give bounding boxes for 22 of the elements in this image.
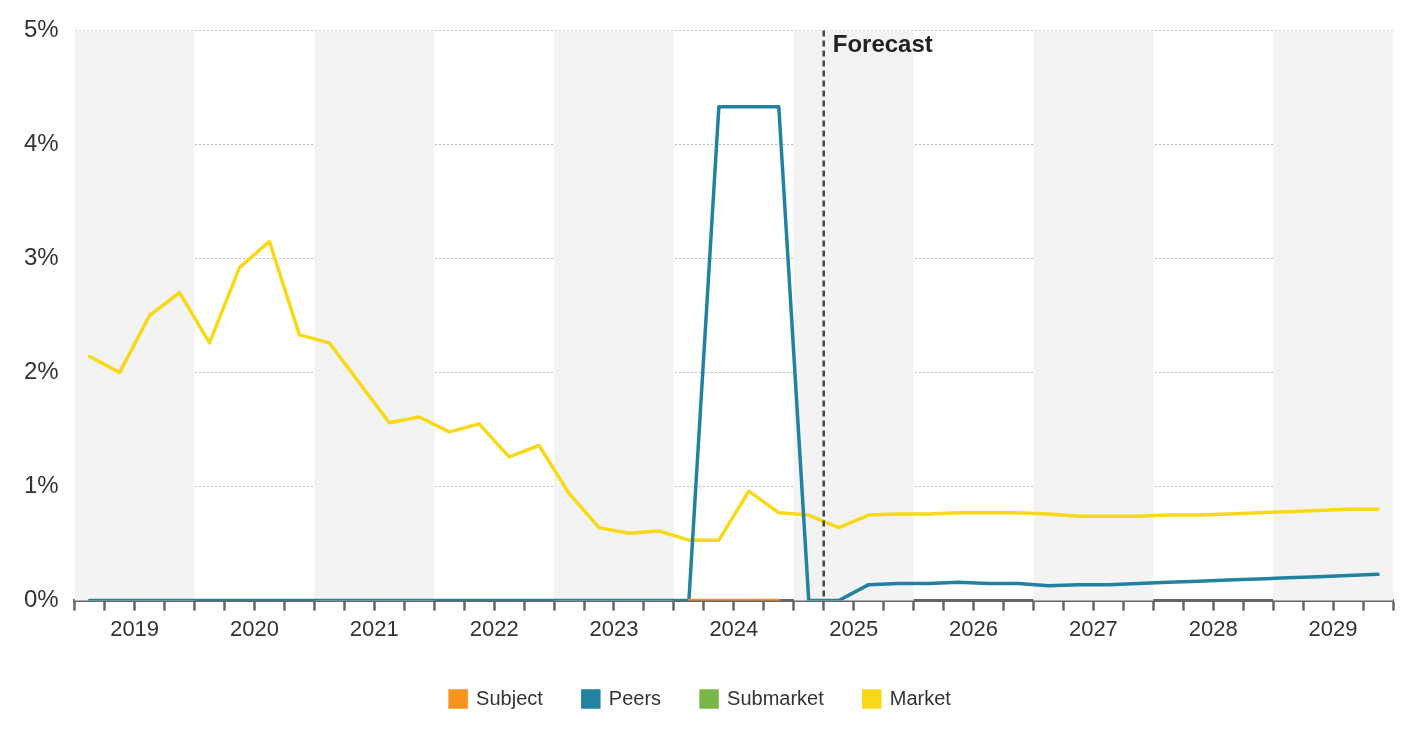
x-tick-label: 2024	[709, 615, 759, 641]
legend-label: Market	[889, 686, 952, 709]
y-tick-label: 5%	[24, 15, 59, 43]
x-tick-label: 2021	[349, 615, 399, 641]
y-tick-label: 0%	[24, 585, 59, 613]
y-tick-label: 2%	[24, 357, 59, 385]
x-tick-label: 2019	[110, 615, 160, 641]
y-tick-label: 4%	[24, 129, 59, 157]
legend-label: Peers	[608, 686, 662, 709]
legend-label: Submarket	[727, 686, 825, 709]
x-tick-label: 2023	[589, 615, 639, 641]
legend-label: Subject	[476, 686, 544, 709]
x-tick-label: 2027	[1068, 615, 1118, 641]
x-tick-label: 2025	[829, 615, 879, 641]
x-tick-label: 2020	[229, 615, 279, 641]
x-tick-label: 2022	[469, 615, 519, 641]
x-tick-label: 2029	[1308, 615, 1358, 641]
x-tick-label: 2028	[1188, 615, 1238, 641]
x-tick-label: 2026	[949, 615, 999, 641]
y-tick-label: 3%	[24, 243, 59, 271]
y-tick-label: 1%	[24, 471, 59, 499]
ref-line-label: Forecast	[832, 30, 933, 58]
